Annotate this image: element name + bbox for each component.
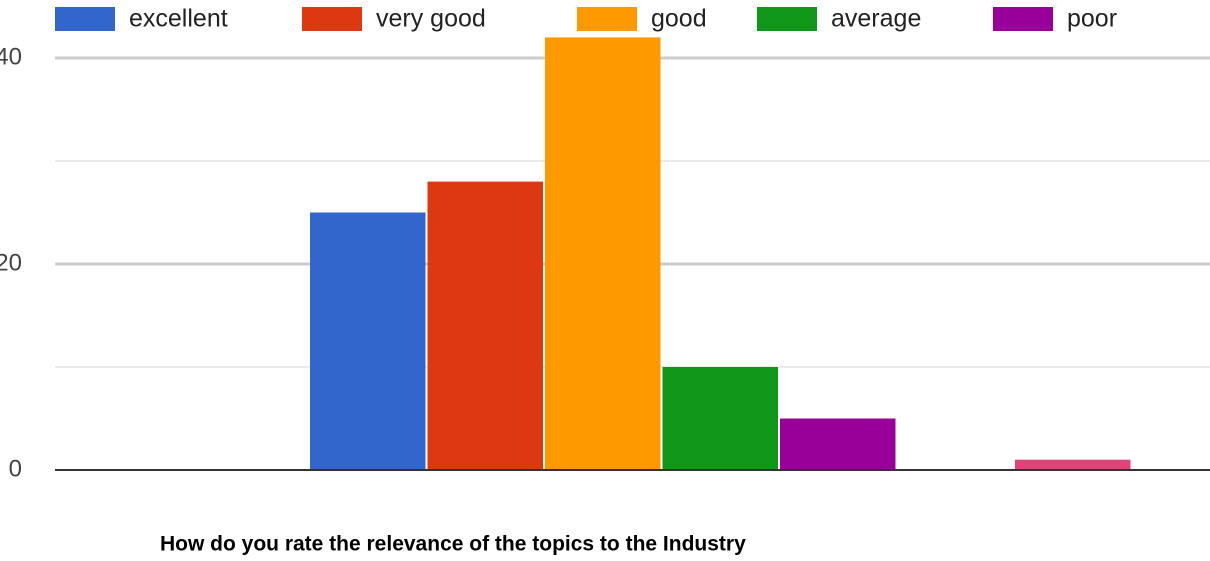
chart-title: How do you rate the relevance of the top… (160, 533, 746, 556)
legend-label: very good (376, 5, 486, 33)
bar (427, 181, 543, 470)
bar (780, 418, 896, 470)
legend-swatch (993, 7, 1053, 31)
bar (662, 367, 778, 470)
y-tick-label: 40 (0, 43, 22, 70)
bar (545, 37, 661, 471)
legend-swatch (757, 7, 817, 31)
bar (1015, 459, 1131, 470)
legend-swatch (577, 7, 637, 31)
legend-swatch (302, 7, 362, 31)
legend-label: good (651, 5, 707, 33)
legend-swatch (55, 7, 115, 31)
bar (310, 212, 426, 470)
y-tick-label: 0 (9, 455, 22, 482)
legend-label: excellent (129, 5, 228, 33)
y-tick-label: 20 (0, 249, 22, 276)
legend-label: poor (1067, 5, 1117, 33)
legend-label: average (831, 5, 921, 33)
